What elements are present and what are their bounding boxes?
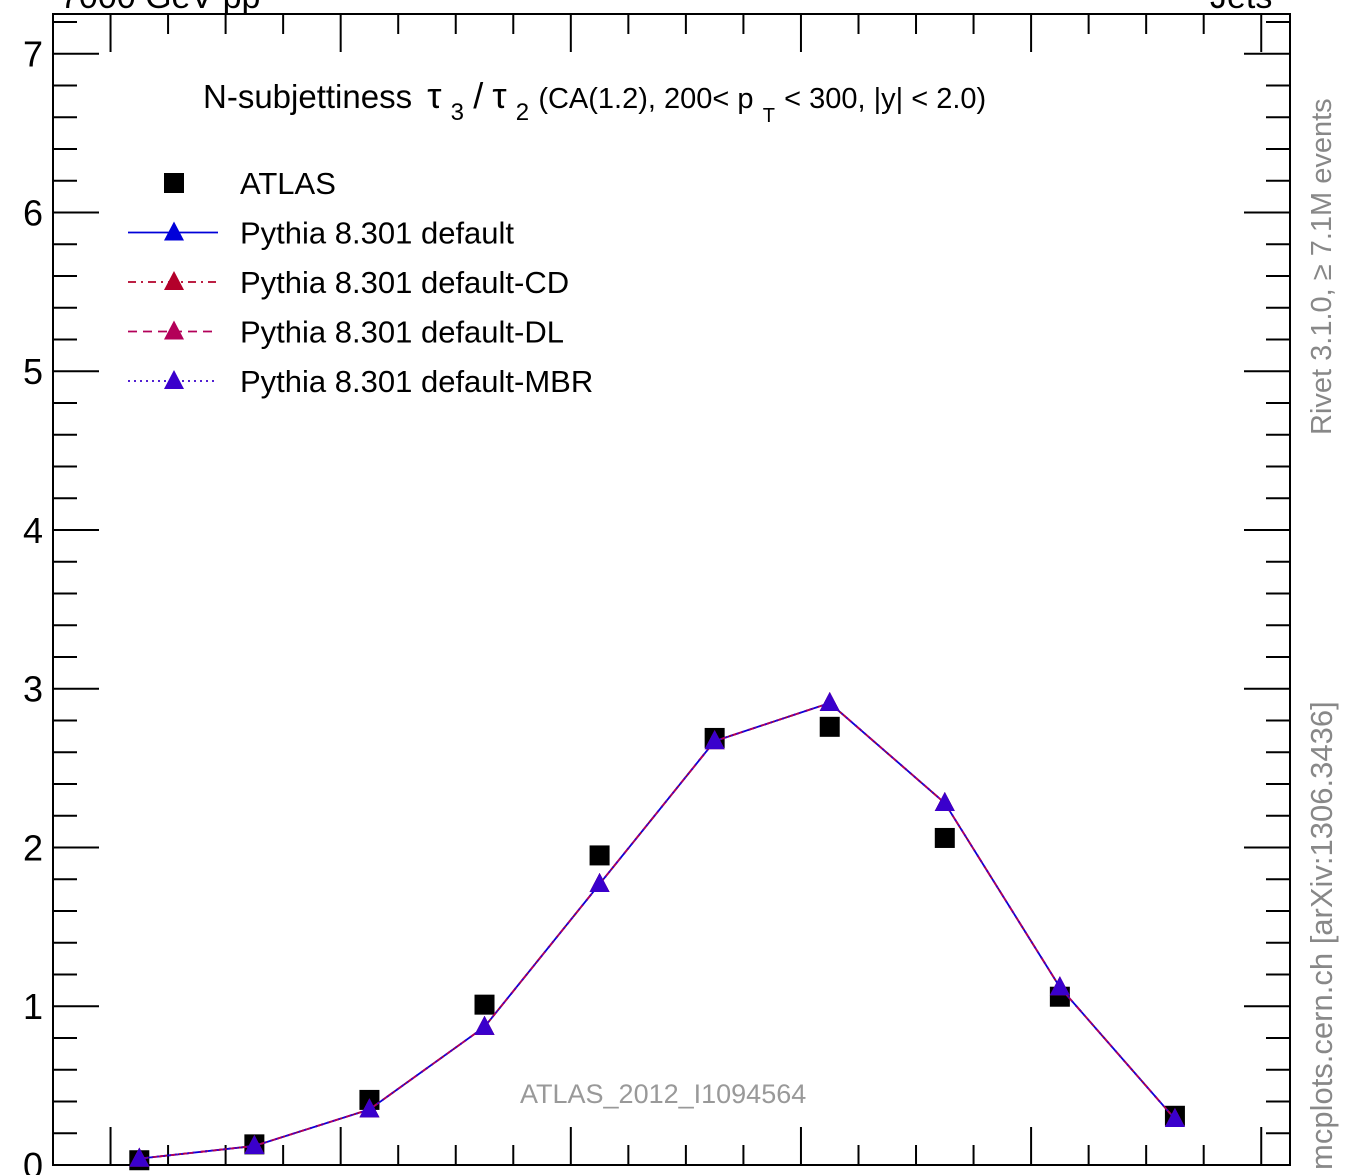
title-sub-3: 3 — [451, 99, 464, 126]
data-point-square — [474, 994, 495, 1015]
title-sub-T: T — [763, 105, 775, 127]
data-point-triangle — [359, 1098, 380, 1118]
legend-label: ATLAS — [240, 166, 336, 201]
series-layer — [129, 692, 1185, 1171]
legend-entry: Pythia 8.301 default-MBR — [128, 364, 593, 399]
legend-marker-triangle — [164, 370, 184, 389]
header-left-label: 7000 GeV pp — [60, 0, 260, 17]
data-point-triangle — [819, 692, 840, 712]
title-range-close: < 300, |y| < 2.0) — [784, 83, 986, 115]
data-point-triangle — [129, 1147, 150, 1167]
plot-border — [52, 13, 1291, 1166]
y-tick-label: 2 — [23, 827, 43, 868]
series-4 — [129, 692, 1185, 1167]
data-point-triangle — [589, 872, 610, 892]
legend-entry: Pythia 8.301 default-DL — [128, 315, 564, 350]
legend-entry: Pythia 8.301 default-CD — [128, 265, 569, 300]
data-point-triangle — [474, 1015, 495, 1035]
data-point-square — [934, 827, 955, 848]
rivet-version-label: Rivet 3.1.0, ≥ 7.1M events — [1306, 98, 1338, 435]
legend-entry: ATLAS — [164, 166, 336, 201]
title-range-open: (CA(1.2), 200< p — [538, 83, 753, 115]
data-point-triangle — [934, 792, 955, 812]
series-line — [139, 701, 1176, 1160]
data-point-square — [819, 716, 840, 737]
title-slash: / — [473, 75, 483, 116]
y-tick-label: 0 — [23, 1145, 43, 1175]
legend-label: Pythia 8.301 default-CD — [240, 265, 569, 300]
legend-label: Pythia 8.301 default — [240, 216, 514, 251]
data-point-triangle — [1049, 976, 1070, 996]
data-point-triangle — [704, 730, 725, 750]
y-tick-label: 4 — [23, 510, 43, 551]
legend-marker-square — [164, 173, 184, 193]
title-prefix: N-subjettiness — [203, 78, 412, 115]
y-tick-label: 5 — [23, 351, 43, 392]
header-right-label: Jets — [1210, 0, 1272, 17]
legend-label: Pythia 8.301 default-DL — [240, 315, 564, 350]
data-point-square — [589, 845, 610, 866]
data-point-triangle — [244, 1134, 265, 1154]
legend-marker-triangle — [164, 320, 184, 340]
legend-marker-triangle — [164, 271, 184, 290]
y-tick-label: 1 — [23, 986, 43, 1027]
y-tick-label: 6 — [23, 192, 43, 233]
y-tick-label: 3 — [23, 669, 43, 710]
chart-title: N-subjettiness τ 3 / τ 2 (CA(1.2), 200< … — [203, 75, 986, 129]
axis-ticks: 0 1 2 3 4 5 6 7 — [23, 14, 1290, 1175]
legend-marker-triangle — [164, 221, 184, 241]
title-tau-a: τ — [427, 75, 441, 116]
y-tick-label: 7 — [23, 34, 43, 75]
analysis-watermark: ATLAS_2012_I1094564 — [520, 1079, 806, 1109]
mcplots-source-label: mcplots.cern.ch [arXiv:1306.3436] — [1304, 701, 1339, 1170]
legend: ATLAS Pythia 8.301 default Pythia 8.301 de… — [128, 166, 593, 399]
title-sub-2: 2 — [516, 99, 529, 126]
plot-frame — [52, 13, 1291, 1166]
data-point-triangle — [1164, 1107, 1185, 1127]
legend-label: Pythia 8.301 default-MBR — [240, 364, 593, 399]
legend-entry: Pythia 8.301 default — [128, 216, 514, 251]
title-tau-b: τ — [492, 75, 506, 116]
